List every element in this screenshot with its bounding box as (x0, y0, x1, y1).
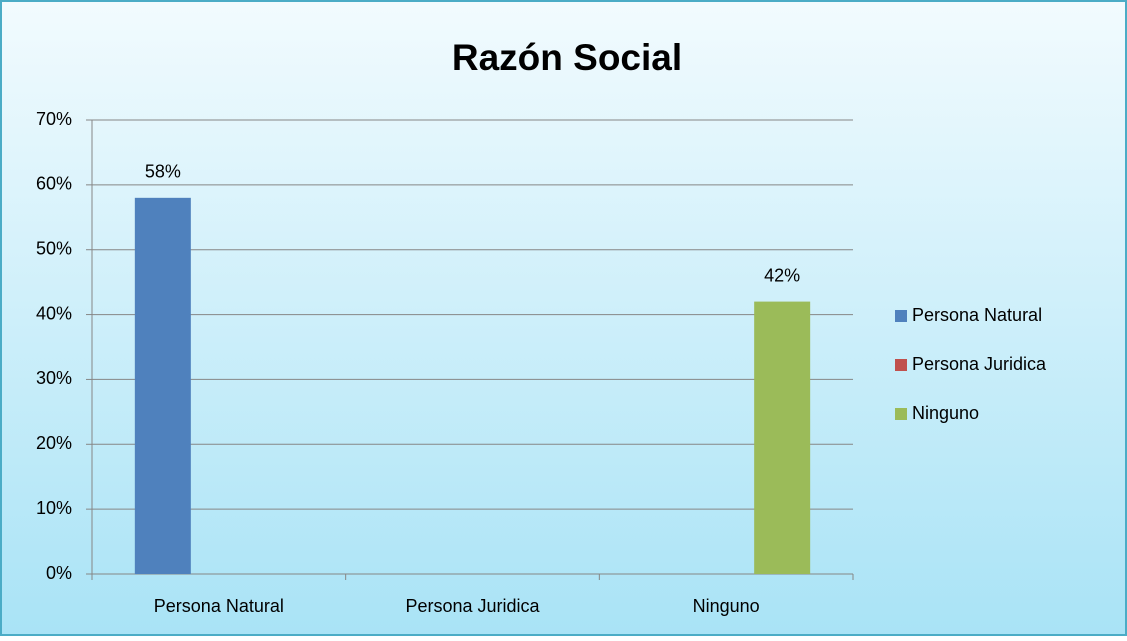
data-label: 58% (145, 162, 181, 182)
y-tick-label: 50% (36, 238, 72, 258)
x-tick-label: Persona Natural (154, 596, 284, 616)
x-tick-label: Ninguno (693, 596, 760, 616)
legend-swatch (895, 408, 907, 420)
y-tick-label: 20% (36, 433, 72, 453)
x-tick-label: Persona Juridica (405, 596, 540, 616)
bar (754, 301, 811, 574)
legend-swatch (895, 310, 907, 322)
legend-label: Ninguno (912, 403, 979, 423)
y-tick-label: 10% (36, 498, 72, 518)
legend-swatch (895, 359, 907, 371)
chart-title: Razón Social (452, 37, 682, 78)
legend-label: Persona Natural (912, 305, 1042, 325)
data-label: 42% (764, 265, 800, 285)
y-tick-label: 30% (36, 368, 72, 388)
legend-label: Persona Juridica (912, 354, 1047, 374)
y-tick-label: 70% (36, 109, 72, 129)
bar (134, 197, 191, 575)
y-tick-label: 40% (36, 303, 72, 323)
y-tick-label: 0% (46, 563, 72, 583)
y-tick-label: 60% (36, 174, 72, 194)
